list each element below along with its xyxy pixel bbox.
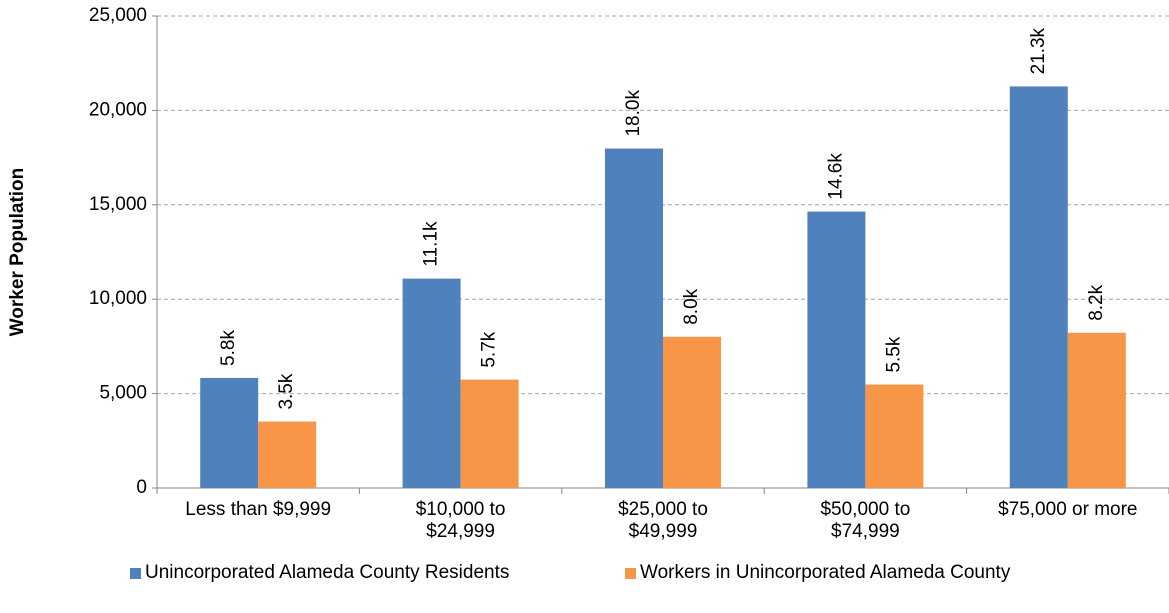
legend-label: Workers in Unincorporated Alameda County (640, 562, 1011, 583)
x-tick-label: $75,000 or more (998, 499, 1138, 520)
data-label: 5.8k (218, 330, 239, 366)
y-tick-label: 15,000 (89, 194, 147, 215)
legend-item: Unincorporated Alameda County Residents (130, 562, 509, 584)
y-tick-label: 5,000 (99, 383, 147, 404)
data-label: 3.5k (276, 373, 297, 409)
bar (1009, 86, 1068, 489)
data-label: 21.3k (1028, 27, 1049, 74)
y-axis-title: Worker Population (7, 168, 28, 337)
bar (1067, 332, 1126, 488)
bar (807, 211, 866, 488)
bar (460, 379, 519, 488)
data-label: 14.6k (825, 153, 846, 200)
y-tick-label: 20,000 (89, 99, 147, 120)
legend-swatch (130, 567, 141, 579)
data-label: 8.0k (681, 288, 702, 324)
bar (865, 384, 924, 488)
data-label: 11.1k (421, 221, 442, 267)
data-label: 8.2k (1086, 284, 1107, 320)
data-label: 5.7k (479, 331, 500, 367)
data-label: 5.5k (883, 336, 904, 372)
x-tick-label: $10,000 to $24,999 (415, 499, 506, 542)
y-tick-label: 25,000 (89, 5, 147, 26)
x-tick-label: $25,000 to $49,999 (618, 499, 708, 542)
x-tick-label: $50,000 to $74,999 (820, 499, 911, 542)
y-tick-label: 0 (136, 477, 147, 498)
y-tick-label: 10,000 (89, 288, 147, 309)
legend-swatch (625, 567, 636, 579)
bar (258, 421, 317, 488)
bar (605, 148, 663, 488)
legend-label: Unincorporated Alameda County Residents (145, 562, 510, 583)
data-label: 18.0k (623, 90, 644, 137)
bar (200, 377, 259, 488)
bar (402, 278, 461, 488)
legend-item: Workers in Unincorporated Alameda County (625, 562, 1010, 584)
bar (663, 336, 721, 488)
x-tick-label: Less than $9,999 (185, 499, 332, 520)
